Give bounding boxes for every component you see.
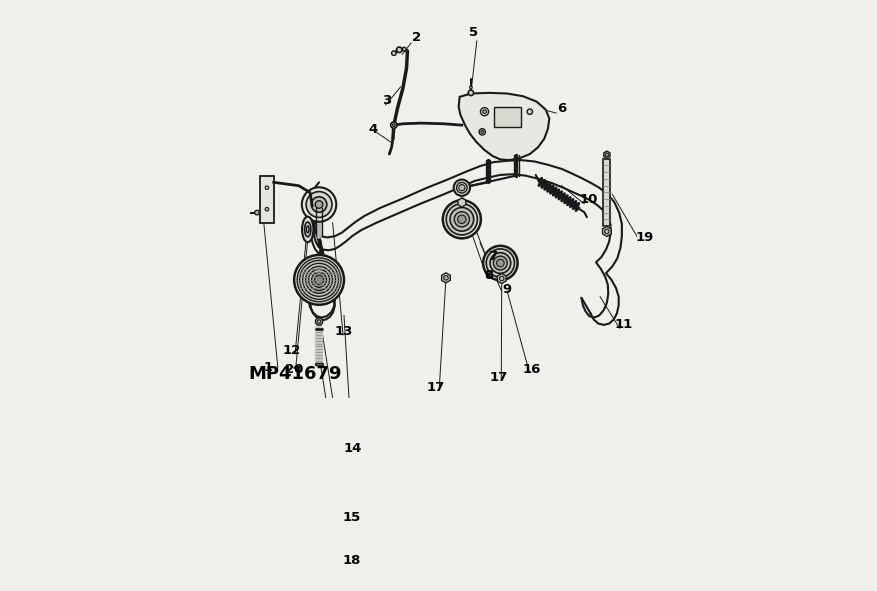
Circle shape (317, 320, 321, 323)
Circle shape (311, 197, 327, 212)
Text: 11: 11 (615, 319, 633, 332)
Circle shape (459, 184, 465, 191)
Circle shape (481, 131, 483, 133)
Polygon shape (458, 198, 466, 207)
Circle shape (482, 110, 487, 113)
Text: 9: 9 (503, 284, 512, 297)
Ellipse shape (304, 222, 311, 237)
Polygon shape (603, 151, 610, 158)
Circle shape (265, 207, 268, 211)
Circle shape (457, 183, 467, 193)
Circle shape (496, 259, 504, 267)
Ellipse shape (306, 226, 309, 233)
Circle shape (309, 269, 330, 290)
Circle shape (396, 47, 402, 53)
Circle shape (265, 186, 268, 190)
Text: 18: 18 (343, 554, 361, 567)
Circle shape (458, 215, 466, 223)
Text: 12: 12 (282, 344, 301, 357)
Polygon shape (494, 107, 521, 127)
Circle shape (500, 276, 504, 281)
Circle shape (390, 122, 397, 128)
Text: 13: 13 (335, 325, 353, 338)
Circle shape (302, 187, 336, 222)
Text: MP41679: MP41679 (248, 365, 342, 384)
Circle shape (403, 47, 406, 51)
Polygon shape (497, 274, 506, 284)
Text: 19: 19 (636, 231, 653, 244)
Circle shape (254, 210, 260, 215)
Circle shape (294, 255, 344, 305)
Circle shape (446, 204, 477, 235)
Circle shape (300, 261, 339, 299)
Circle shape (392, 51, 396, 56)
Circle shape (604, 229, 610, 233)
Circle shape (393, 124, 396, 126)
Text: 20: 20 (285, 363, 303, 376)
Circle shape (306, 191, 332, 217)
Text: 17: 17 (426, 381, 445, 394)
Bar (260, 176, 274, 223)
Circle shape (305, 267, 332, 293)
Polygon shape (459, 93, 549, 160)
Text: 5: 5 (468, 27, 478, 40)
Circle shape (468, 90, 474, 96)
Circle shape (490, 253, 510, 274)
Text: 4: 4 (369, 124, 378, 137)
Polygon shape (602, 226, 611, 236)
Circle shape (481, 108, 488, 116)
Text: 10: 10 (580, 193, 598, 206)
Circle shape (486, 249, 515, 277)
Circle shape (494, 256, 507, 270)
Text: 16: 16 (523, 363, 541, 376)
Ellipse shape (302, 217, 313, 242)
Bar (603, 159, 610, 226)
Circle shape (443, 200, 481, 238)
Circle shape (297, 258, 341, 302)
Circle shape (315, 275, 324, 284)
Circle shape (311, 272, 326, 287)
Text: 17: 17 (490, 371, 508, 384)
Circle shape (605, 153, 609, 157)
Circle shape (479, 129, 485, 135)
Circle shape (483, 246, 517, 280)
Text: 3: 3 (382, 94, 392, 107)
Circle shape (444, 275, 448, 280)
Text: 2: 2 (412, 31, 421, 44)
Circle shape (454, 212, 469, 227)
Circle shape (453, 180, 470, 196)
Polygon shape (442, 273, 450, 283)
Text: 15: 15 (343, 511, 361, 524)
Text: 6: 6 (557, 102, 567, 115)
Circle shape (469, 86, 473, 89)
Text: 1: 1 (263, 361, 273, 374)
Text: 14: 14 (344, 441, 362, 454)
Circle shape (527, 109, 532, 115)
Circle shape (315, 201, 323, 208)
Text: 8: 8 (484, 269, 494, 282)
Circle shape (303, 264, 336, 296)
Circle shape (450, 207, 474, 231)
Circle shape (316, 318, 323, 325)
Text: 7: 7 (488, 250, 497, 263)
